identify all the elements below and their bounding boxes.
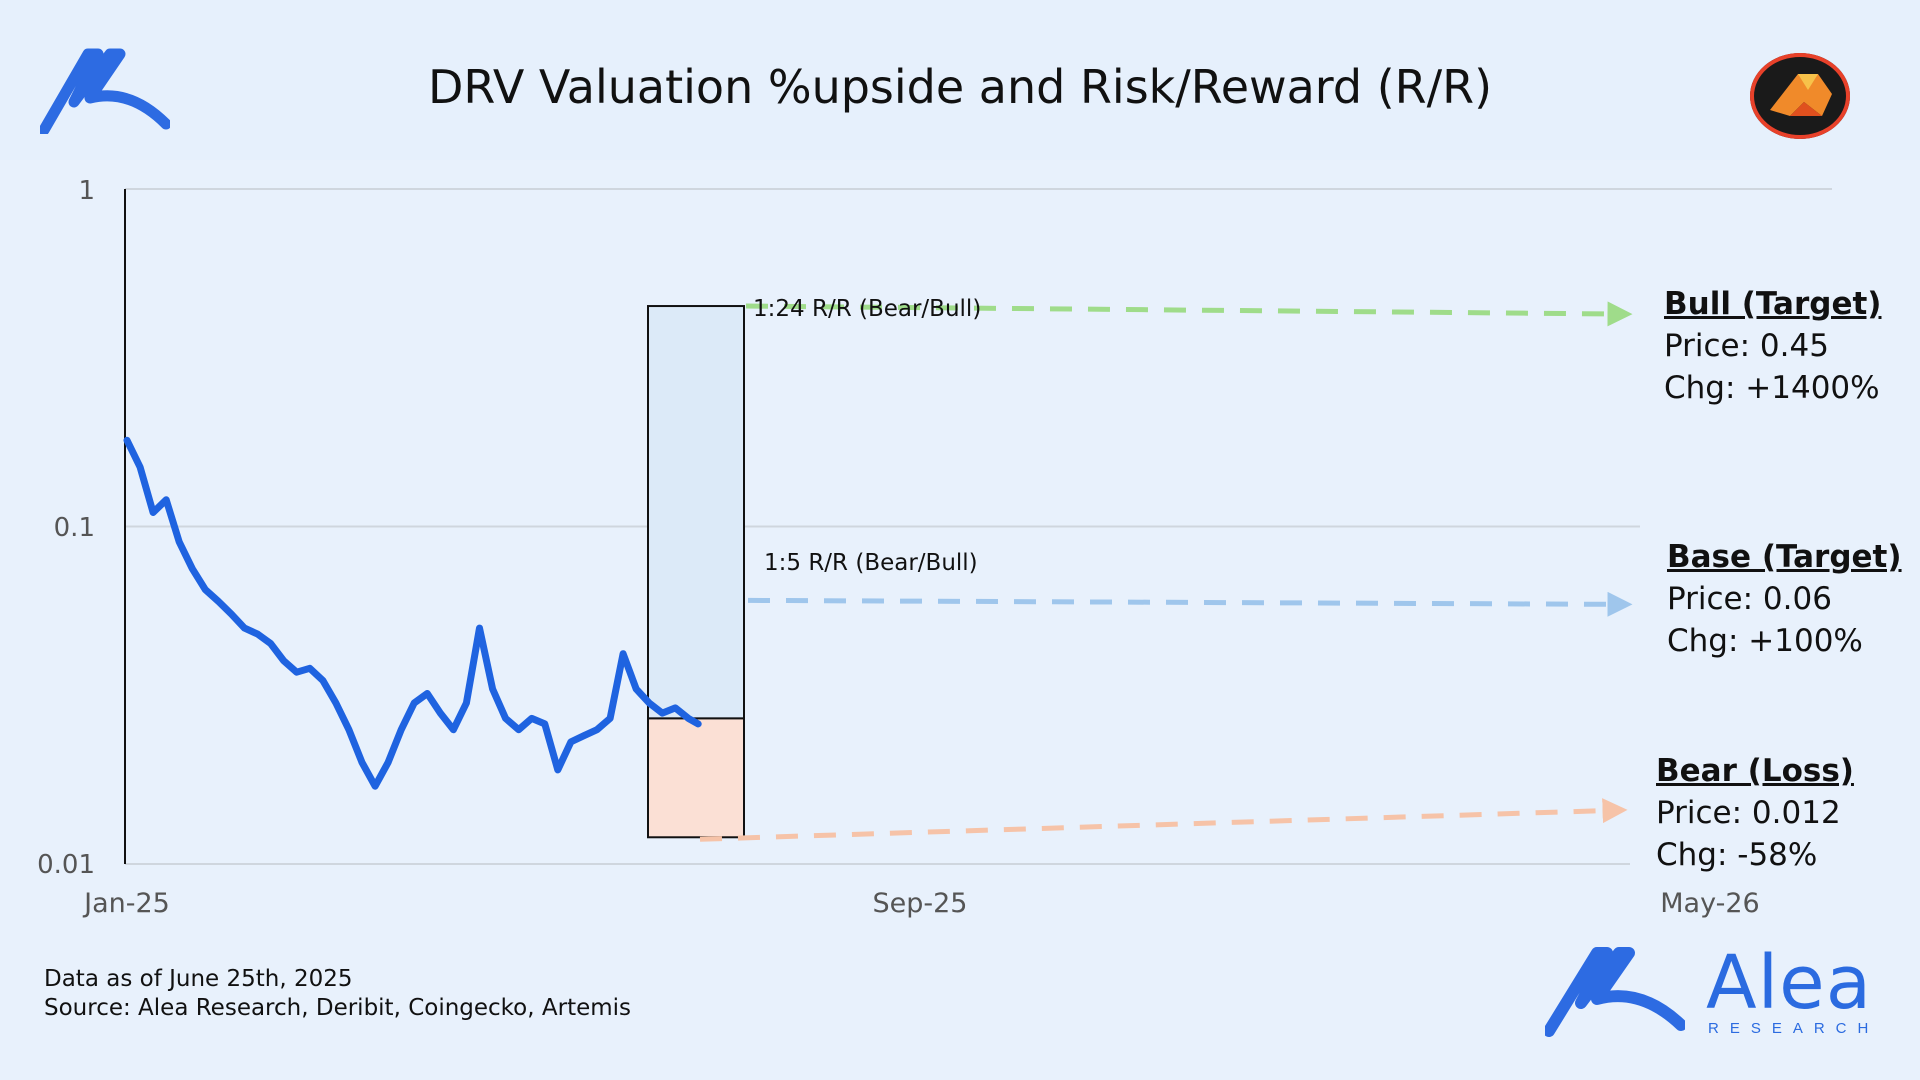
bear-scenario-change: Chg: -58% — [1656, 837, 1818, 873]
bull-scenario-price: Price: 0.45 — [1664, 328, 1829, 364]
bear-scenario-heading: Bear (Loss) — [1656, 753, 1854, 789]
y-tick-0-1: 0.1 — [54, 513, 95, 543]
base-target-arrow — [747, 591, 1633, 617]
drv-price-line — [123, 436, 702, 790]
upside-range-box — [647, 305, 745, 720]
x-tick-jan-25: Jan-25 — [82, 888, 170, 919]
brand-subtitle: RESEARCH — [1708, 1020, 1880, 1037]
alea-logo-icon — [40, 48, 170, 134]
derive-token-icon — [1750, 53, 1850, 139]
base-rr-label: 1:5 R/R (Bear/Bull) — [764, 550, 978, 576]
x-tick-may-26: May-26 — [1660, 888, 1759, 919]
data-date-note: Data as of June 25th, 2025 — [44, 966, 353, 992]
base-scenario-heading: Base (Target) — [1667, 539, 1902, 575]
y-tick-1: 1 — [78, 176, 95, 206]
alea-brand-logo-icon — [1545, 947, 1685, 1037]
bull-scenario-change: Chg: +1400% — [1664, 370, 1880, 406]
base-scenario-price: Price: 0.06 — [1667, 581, 1832, 617]
x-tick-sep-25: Sep-25 — [873, 888, 968, 919]
bear-scenario-price: Price: 0.012 — [1656, 795, 1841, 831]
brand-name: Alea — [1706, 940, 1873, 1026]
downside-range-box — [647, 717, 745, 839]
base-scenario: Base (Target) Price: 0.06 Chg: +100% — [1667, 536, 1902, 662]
y-tick-0-01: 0.01 — [37, 850, 95, 880]
source-note: Source: Alea Research, Deribit, Coingeck… — [44, 995, 632, 1021]
header-band — [0, 0, 1920, 160]
bear-target-arrow — [699, 798, 1628, 842]
base-scenario-change: Chg: +100% — [1667, 623, 1863, 659]
chart-title: DRV Valuation %upside and Risk/Reward (R… — [427, 60, 1493, 114]
bull-rr-label: 1:24 R/R (Bear/Bull) — [753, 296, 981, 322]
bull-target-arrow — [745, 301, 1633, 327]
bull-scenario: Bull (Target) Price: 0.45 Chg: +1400% — [1664, 283, 1881, 409]
bear-scenario: Bear (Loss) Price: 0.012 Chg: -58% — [1656, 750, 1854, 876]
bull-scenario-heading: Bull (Target) — [1664, 286, 1882, 322]
